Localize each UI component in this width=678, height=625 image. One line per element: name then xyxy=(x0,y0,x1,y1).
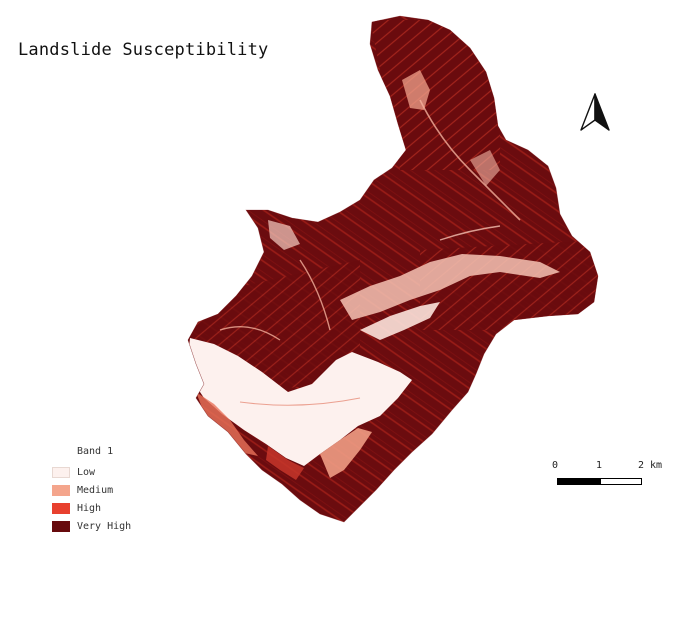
legend-item-medium: Medium xyxy=(52,481,131,499)
legend-title: Band 1 xyxy=(77,446,114,457)
legend-label: High xyxy=(77,502,102,514)
scale-label-2km: 2 km xyxy=(638,460,663,471)
scale-label-0: 0 xyxy=(552,460,559,471)
scale-bar: 0 1 2 km xyxy=(552,460,662,492)
scale-segment-white xyxy=(600,478,642,485)
legend-label: Low xyxy=(77,466,96,478)
scale-segment-black xyxy=(557,478,601,485)
legend-swatch-very-high xyxy=(52,520,70,532)
legend-swatch-low xyxy=(52,466,70,478)
legend-label: Very High xyxy=(77,520,132,532)
legend-label: Medium xyxy=(77,484,114,496)
legend: Band 1 Low Medium High Very High xyxy=(52,446,131,535)
map-title: Landslide Susceptibility xyxy=(18,40,269,60)
legend-item-very-high: Very High xyxy=(52,517,131,535)
legend-item-high: High xyxy=(52,499,131,517)
legend-swatch-high xyxy=(52,502,70,514)
legend-swatch-medium xyxy=(52,484,70,496)
north-arrow-icon xyxy=(580,93,610,131)
legend-item-low: Low xyxy=(52,463,131,481)
scale-label-1: 1 xyxy=(596,460,603,471)
